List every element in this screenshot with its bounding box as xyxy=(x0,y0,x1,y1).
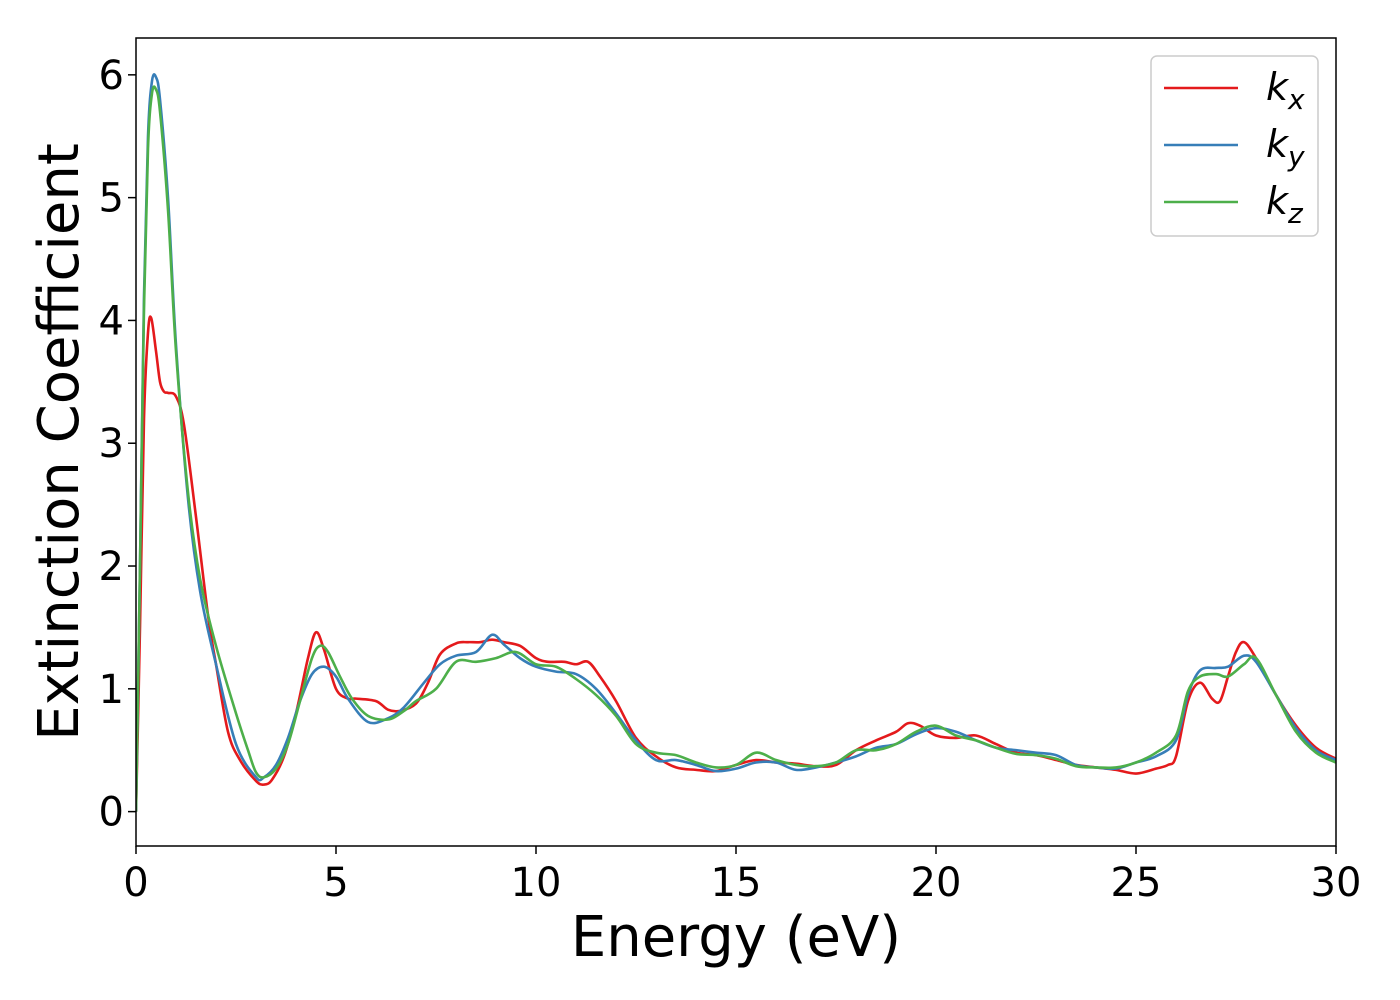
x-tick-label: 20 xyxy=(911,860,962,906)
x-tick-label: 5 xyxy=(323,860,348,906)
series-line-kx xyxy=(136,315,1336,812)
y-tick-label: 3 xyxy=(99,421,124,467)
x-tick-label: 15 xyxy=(711,860,762,906)
y-tick-label: 2 xyxy=(99,544,124,590)
series-layer xyxy=(136,73,1336,812)
x-tick-label: 25 xyxy=(1111,860,1162,906)
y-tick-label: 5 xyxy=(99,176,124,222)
y-axis-label: Extinction Coefficient xyxy=(27,143,92,741)
x-tick-label: 0 xyxy=(123,860,148,906)
y-tick-label: 0 xyxy=(99,790,124,836)
y-tick-label: 1 xyxy=(99,667,124,713)
series-line-kz xyxy=(136,85,1336,812)
y-axis-ticks: 0 1 2 3 4 5 6 xyxy=(99,53,136,836)
y-tick-label: 6 xyxy=(99,53,124,99)
legend-label-kz: kz xyxy=(1266,179,1304,230)
x-axis-label: Energy (eV) xyxy=(571,905,901,970)
x-tick-label: 10 xyxy=(511,860,562,906)
x-tick-label: 30 xyxy=(1311,860,1362,906)
y-tick-label: 4 xyxy=(99,298,124,344)
x-axis-ticks: 0 5 10 15 20 25 30 xyxy=(123,846,1361,906)
